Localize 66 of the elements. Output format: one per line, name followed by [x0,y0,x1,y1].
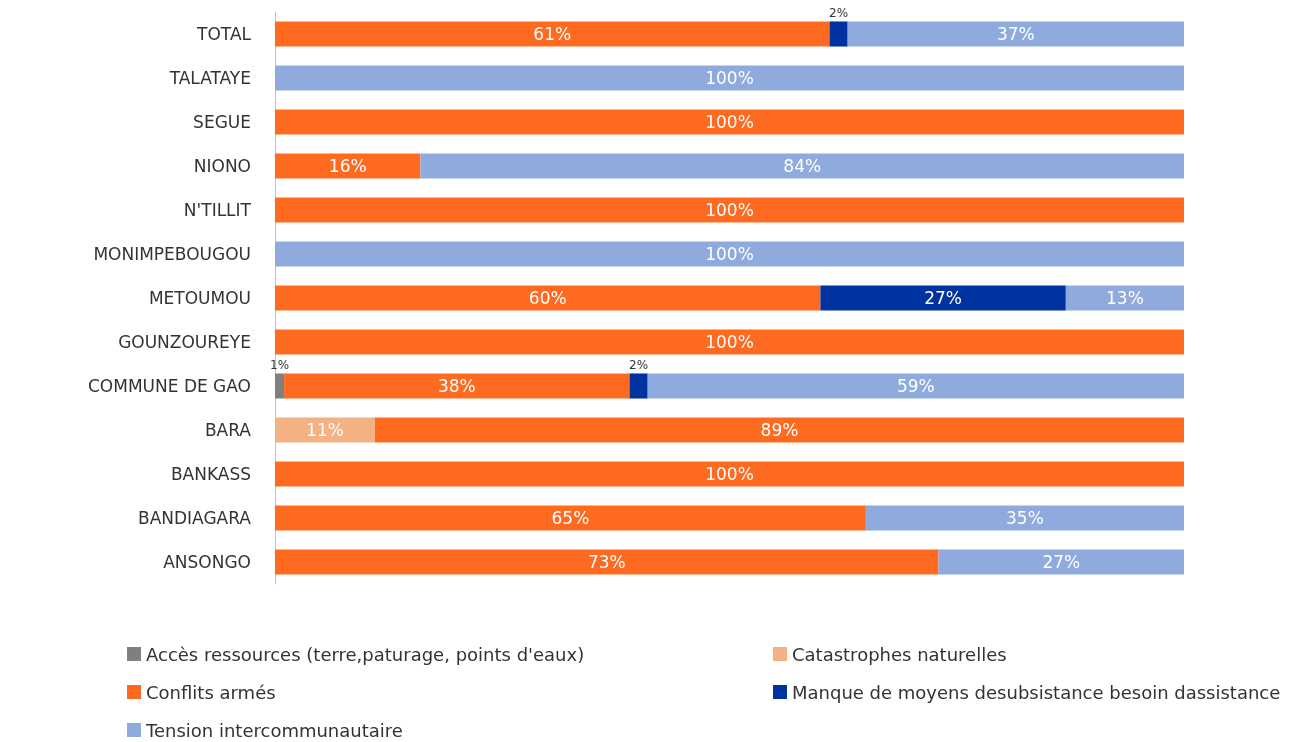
bar [284,373,630,399]
bar [938,549,1184,575]
bar [374,417,1184,443]
data-label: 100% [705,200,754,220]
bar [275,285,821,311]
y-tick-label: BARA [204,420,252,440]
bar [275,109,1184,135]
bar [275,329,1184,355]
legend-label: Tension intercommunautaire [145,719,403,741]
data-label: 27% [1042,552,1081,572]
y-tick-label: ANSONGO [163,552,251,572]
bar [275,197,1184,223]
data-label: 16% [328,156,367,176]
legend-label: Catastrophes naturelles [792,643,1007,665]
data-label: 1% [270,358,290,373]
bar [275,505,866,531]
y-tick-label: TALATAYE [168,68,251,88]
bar [275,417,375,443]
data-label: 73% [587,552,626,572]
y-tick-label: N'TILLIT [183,200,252,220]
data-label: 84% [783,156,822,176]
y-tick-label: TOTAL [196,24,252,44]
bar [820,285,1066,311]
data-label: 100% [705,464,754,484]
y-tick-label: METOUMOU [148,288,251,308]
bar [647,373,1184,399]
bar [1065,285,1184,311]
data-label: 37% [996,24,1035,44]
bar [275,21,830,47]
legend-label: Manque de moyens desubsistance besoin dassistance [792,681,1281,703]
data-label: 100% [705,112,754,132]
bar [629,373,648,399]
legend-label: Accès ressources (terre,paturage, points d'eaux) [146,643,585,665]
data-label: 65% [551,508,590,528]
data-label: 2% [829,6,849,21]
bar [275,373,285,399]
bar [275,461,1184,487]
data-label: 13% [1106,288,1144,308]
bar [275,549,939,575]
bar [275,65,1184,91]
y-tick-label: SEGUE [193,112,251,132]
data-label: 61% [533,24,572,44]
y-tick-label: BANDIAGARA [138,508,252,528]
bar [829,21,848,47]
data-label: 35% [1006,508,1044,528]
data-label: 2% [629,358,649,373]
bar [420,153,1184,179]
data-label: 89% [760,420,799,440]
bar [275,153,421,179]
data-label: 38% [437,376,476,396]
y-tick-label: COMMUNE DE GAO [87,376,251,396]
data-label: 100% [705,332,754,352]
data-label: 100% [705,68,754,88]
data-label: 59% [896,376,935,396]
data-label: 60% [528,288,567,308]
legend-label: Conflits armés [146,681,276,703]
data-label: 27% [924,288,963,308]
bar [847,21,1184,47]
bar [865,505,1184,531]
y-tick-label: MONIMPEBOUGOU [93,244,251,264]
y-tick-label: NIONO [193,156,251,176]
y-tick-label: BANKASS [170,464,251,484]
bar [275,241,1184,267]
data-label: 100% [705,244,754,264]
data-label: 11% [306,420,344,440]
y-tick-label: GOUNZOUREYE [118,332,251,352]
